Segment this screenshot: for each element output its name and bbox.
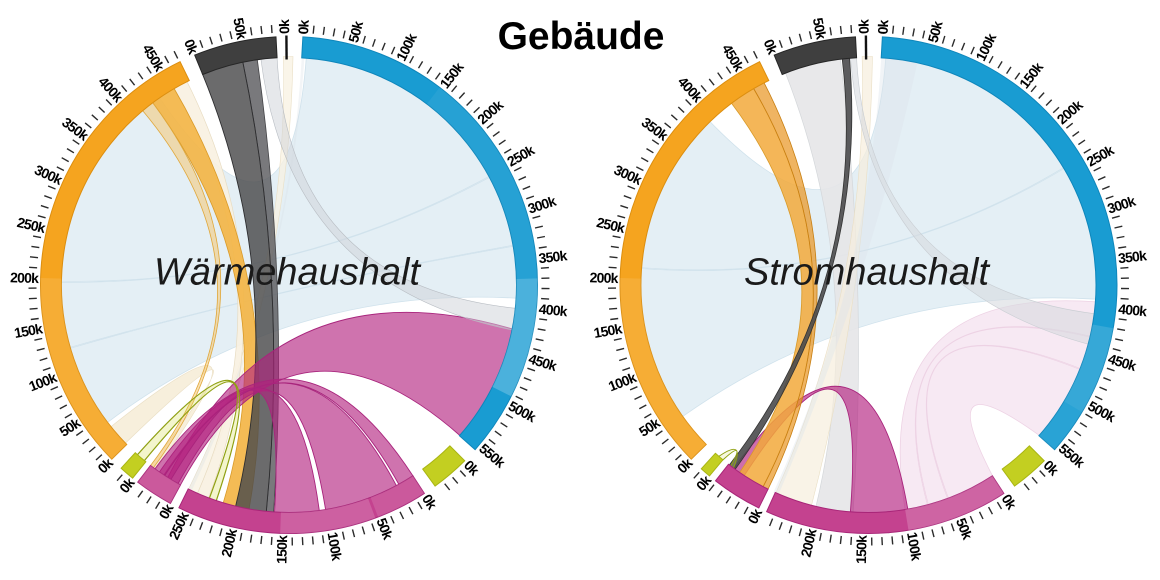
svg-text:50k: 50k xyxy=(373,516,396,542)
svg-text:50k: 50k xyxy=(925,19,946,44)
svg-text:350k: 350k xyxy=(538,247,568,266)
svg-text:150k: 150k xyxy=(853,535,870,564)
svg-text:50k: 50k xyxy=(810,16,830,41)
svg-text:100k: 100k xyxy=(904,531,925,562)
svg-text:150k: 150k xyxy=(273,535,290,564)
svg-text:100k: 100k xyxy=(324,531,345,562)
svg-text:0k: 0k xyxy=(855,19,871,34)
svg-text:400k: 400k xyxy=(538,301,568,320)
svg-text:50k: 50k xyxy=(345,19,366,44)
svg-text:0k: 0k xyxy=(875,19,892,35)
svg-text:200k: 200k xyxy=(10,269,39,286)
svg-text:350k: 350k xyxy=(1117,247,1147,266)
svg-text:400k: 400k xyxy=(1118,301,1148,320)
svg-text:50k: 50k xyxy=(953,516,976,542)
svg-text:200k: 200k xyxy=(798,527,820,559)
svg-text:200k: 200k xyxy=(589,269,618,286)
svg-text:200k: 200k xyxy=(218,527,240,559)
svg-text:Wärmehaushalt: Wärmehaushalt xyxy=(154,252,422,294)
svg-text:0k: 0k xyxy=(295,19,312,35)
svg-text:250k: 250k xyxy=(595,214,627,236)
svg-text:Gebäude: Gebäude xyxy=(498,15,665,58)
svg-text:Stromhaushalt: Stromhaushalt xyxy=(744,252,990,294)
svg-text:0k: 0k xyxy=(276,19,292,34)
svg-text:50k: 50k xyxy=(230,16,250,41)
svg-text:250k: 250k xyxy=(16,214,48,236)
svg-text:150k: 150k xyxy=(592,320,623,341)
svg-text:150k: 150k xyxy=(13,320,44,341)
